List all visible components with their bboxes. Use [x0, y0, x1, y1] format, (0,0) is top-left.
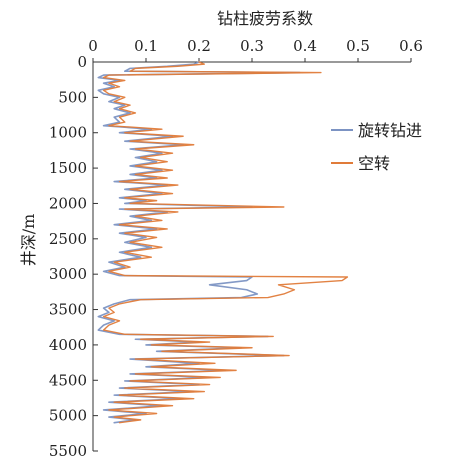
x-tick-label: 0.6 [399, 37, 423, 55]
y-tick-label: 5500 [49, 442, 87, 459]
x-axis: 0 0.1 0.2 0.3 0.4 0.5 0.6 [88, 37, 423, 63]
y-tick-label: 0 [77, 53, 87, 71]
y-tick-label: 4500 [49, 371, 87, 389]
x-tick-label: 0.2 [187, 37, 211, 55]
x-axis-title: 钻柱疲劳系数 [217, 9, 313, 28]
y-tick-label: 2000 [49, 194, 87, 212]
legend-label-1: 旋转钻进 [358, 121, 422, 140]
y-axis-title: 井深/m [19, 214, 38, 267]
series-line-2 [102, 61, 349, 424]
series-layer [97, 61, 349, 424]
y-axis: 0 500 1000 1500 2000 2500 3000 3500 4000 4500 5000… [49, 53, 98, 460]
x-tick-label: 0.5 [346, 37, 370, 55]
y-tick-label: 1500 [49, 159, 87, 177]
y-tick-label: 3000 [49, 265, 87, 283]
y-tick-label: 3500 [49, 301, 87, 319]
legend-label-2: 空转 [358, 154, 390, 173]
x-tick-label: 0.4 [293, 37, 317, 55]
y-tick-label: 1000 [49, 124, 87, 142]
x-tick-label: 0.1 [134, 37, 158, 55]
y-tick-label: 2500 [49, 230, 87, 248]
x-tick-label: 0.3 [240, 37, 264, 55]
y-tick-label: 5000 [49, 407, 87, 425]
x-tick-label: 0 [88, 37, 98, 55]
y-tick-label: 4000 [49, 336, 87, 354]
y-tick-label: 500 [58, 88, 87, 106]
